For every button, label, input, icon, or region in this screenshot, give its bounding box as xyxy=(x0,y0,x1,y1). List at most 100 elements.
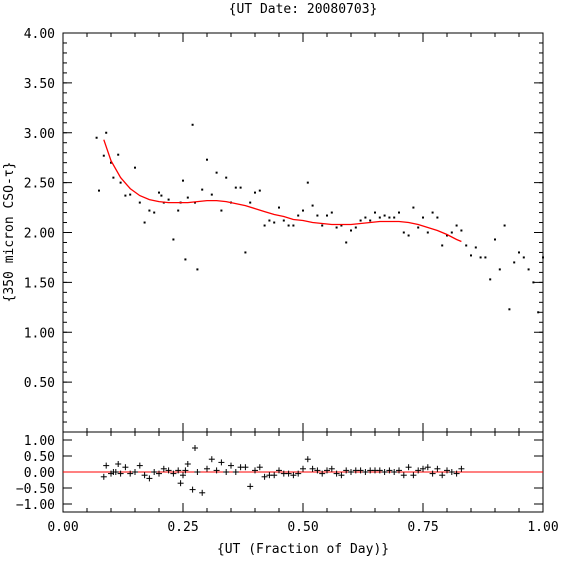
fit-curve-group xyxy=(103,139,462,243)
tau-data-point xyxy=(210,193,213,196)
tau-data-point xyxy=(194,201,196,204)
tau-data-point xyxy=(532,281,535,284)
residual-point xyxy=(194,469,201,475)
tau-data-point xyxy=(254,191,256,194)
tau-data-point xyxy=(102,154,105,157)
tau-data-point xyxy=(455,224,458,227)
tau-data-point xyxy=(220,209,223,212)
tau-data-point xyxy=(234,186,237,189)
tau-data-point xyxy=(316,214,319,217)
tau-data-point xyxy=(117,153,120,156)
tau-data-point xyxy=(412,206,415,209)
residual-point xyxy=(100,473,107,480)
tau-data-point xyxy=(518,251,520,254)
tau-data-point xyxy=(489,278,492,281)
residual-point xyxy=(112,469,119,475)
x-tick-label: 0.75 xyxy=(407,520,438,535)
residual-point xyxy=(420,465,426,472)
residual-point xyxy=(189,486,196,493)
tau-data-point xyxy=(498,268,501,271)
tau-data-point xyxy=(282,219,285,222)
tau-data-point xyxy=(350,229,352,232)
tau-data-point xyxy=(110,161,112,164)
residual-point xyxy=(333,470,340,477)
top-y-tick-label: 1.50 xyxy=(24,276,55,291)
tau-data-point xyxy=(436,216,439,219)
top-y-tick-label: 3.00 xyxy=(24,127,55,142)
tau-data-point xyxy=(186,196,189,199)
tau-data-point xyxy=(326,214,328,217)
residual-point xyxy=(223,469,230,475)
tau-data-point xyxy=(494,238,496,241)
tau-data-point xyxy=(503,224,506,227)
residual-point xyxy=(295,470,302,477)
residual-point xyxy=(165,467,172,474)
tau-data-point xyxy=(95,136,98,139)
tau-data-point xyxy=(124,194,127,197)
tau-data-point xyxy=(479,256,482,259)
tau-data-point xyxy=(527,268,530,271)
residual-point xyxy=(285,470,292,477)
tau-data-point xyxy=(196,268,199,271)
residual-point xyxy=(192,445,198,451)
tau-data-point xyxy=(407,234,410,237)
tau-data-point xyxy=(177,209,180,212)
tau-data-point xyxy=(460,229,463,232)
top-y-axis: 0.50 1.00 1.50 2.00 2.50 3.00 3.50 4.00 xyxy=(24,27,543,423)
residual-point xyxy=(453,470,460,477)
residual-point xyxy=(151,469,158,475)
tau-data-point xyxy=(172,238,175,241)
residual-point xyxy=(242,464,249,471)
tau-data-point xyxy=(244,251,247,254)
tau-data-point xyxy=(273,221,276,224)
residual-point xyxy=(122,464,129,471)
tau-data-point xyxy=(422,216,424,219)
tau-data-point xyxy=(378,216,381,219)
tau-data-point xyxy=(184,258,187,261)
residual-point xyxy=(338,472,345,479)
tau-data-point xyxy=(465,244,468,247)
residual-point xyxy=(170,470,177,477)
residual-point xyxy=(208,456,215,463)
residual-point xyxy=(319,470,326,477)
residual-point xyxy=(300,465,306,472)
tau-data-point xyxy=(158,191,160,194)
tau-data-point xyxy=(508,308,511,311)
residual-point xyxy=(343,467,350,474)
residual-point xyxy=(177,480,184,487)
residual-point xyxy=(290,472,297,479)
top-y-tick-label: 3.50 xyxy=(24,77,55,92)
tau-data-point xyxy=(153,211,156,214)
residual-point xyxy=(434,465,441,472)
top-plot-frame xyxy=(62,32,544,433)
tau-data-point xyxy=(441,244,444,247)
residual-point xyxy=(304,456,311,463)
residual-y-tick-label: 0.50 xyxy=(24,450,55,465)
tau-data-point xyxy=(201,188,204,191)
tau-data-point xyxy=(292,224,295,227)
tau-data-point xyxy=(105,131,108,134)
residual-point xyxy=(156,470,162,477)
tau-data-point xyxy=(258,189,261,192)
tau-data-point xyxy=(302,209,304,212)
residual-point xyxy=(429,470,436,477)
tau-data-point xyxy=(474,246,477,249)
residual-points xyxy=(63,445,543,496)
tau-data-point xyxy=(513,261,516,264)
tau-data-point xyxy=(359,219,362,222)
tau-data-point xyxy=(160,194,163,197)
top-y-tick-label: 1.00 xyxy=(24,326,55,341)
tau-data-point xyxy=(239,186,242,189)
residual-point xyxy=(103,462,110,469)
tau-data-point xyxy=(206,158,208,161)
tau-data-point xyxy=(330,211,333,214)
residual-point xyxy=(271,472,278,479)
x-axis-label: {UT (Fraction of Day)} xyxy=(217,542,389,557)
tau-data-point xyxy=(340,224,343,227)
residual-point xyxy=(396,467,402,474)
residual-point xyxy=(400,472,407,479)
residual-point xyxy=(309,465,316,472)
tau-data-point xyxy=(306,181,309,184)
tau-data-point xyxy=(182,179,184,182)
